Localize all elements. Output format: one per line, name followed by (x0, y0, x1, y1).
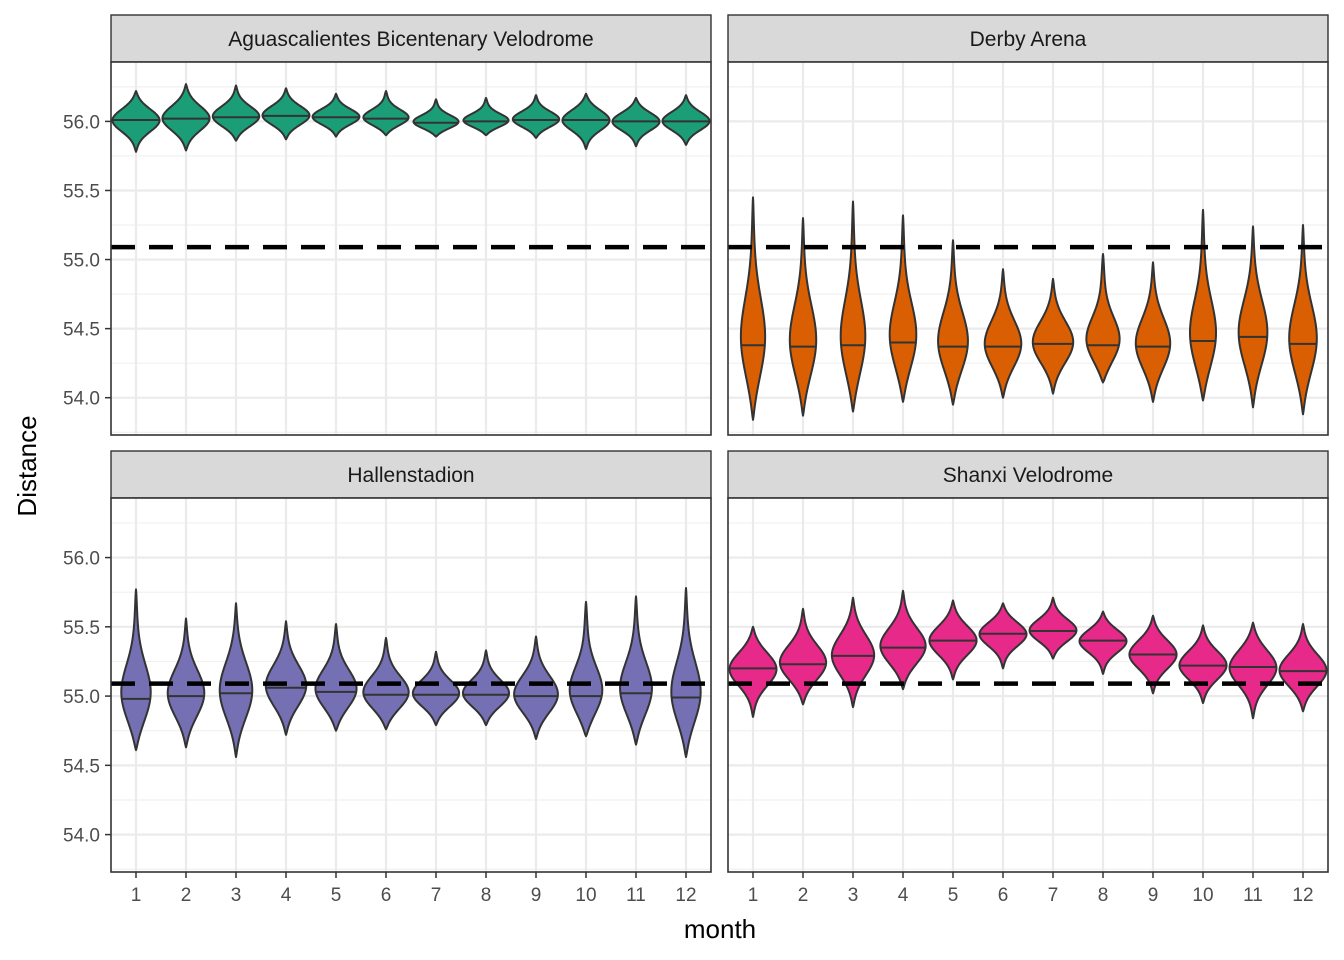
violin-8 (1085, 253, 1121, 384)
violin-11 (1237, 225, 1269, 409)
violin-6 (362, 90, 410, 137)
panel-border (110, 497, 712, 873)
y-tick-label: 54.0 (63, 826, 100, 847)
x-tick-label: 5 (948, 885, 959, 906)
y-tick-label: 55.0 (63, 251, 100, 272)
panel-border (727, 61, 1329, 436)
violin-12 (670, 587, 702, 759)
violin-3 (211, 84, 261, 142)
x-tick-label: 1 (748, 885, 759, 906)
facet-1: Aguascalientes Bicentenary Velodrome 54.0… (63, 14, 712, 436)
x-axis-title: month (684, 914, 756, 944)
violin-8 (461, 649, 511, 727)
violin-10 (1188, 208, 1218, 402)
x-tick-label: 8 (481, 885, 492, 906)
x-tick-label: 8 (1098, 885, 1109, 906)
facet-2: Derby Arena (727, 14, 1329, 436)
violin-10 (568, 600, 604, 738)
x-tick-label: 3 (231, 885, 242, 906)
violin-12 (1288, 224, 1318, 416)
violin-2 (778, 607, 828, 706)
facet-panels: Aguascalientes Bicentenary Velodrome 54.0… (63, 14, 1329, 906)
violin-5 (311, 92, 361, 138)
x-tick-label: 11 (1243, 885, 1263, 906)
y-tick-label: 55.5 (63, 181, 100, 202)
facet-strip (110, 14, 712, 63)
x-tick-label: 1 (131, 885, 142, 906)
violin-5 (314, 623, 358, 732)
facet-title: Aguascalientes Bicentenary Velodrome (228, 28, 593, 51)
x-tick-label: 6 (381, 885, 392, 906)
x-tick-label: 10 (1192, 885, 1213, 906)
violin-4 (879, 589, 927, 691)
violin-7 (1031, 277, 1075, 395)
violin-8 (462, 96, 510, 137)
x-tick-label: 4 (281, 885, 292, 906)
violin-1 (111, 90, 161, 153)
violin-4 (261, 87, 311, 141)
panel-border (727, 497, 1329, 873)
violin-3 (839, 200, 867, 413)
violin-7 (1028, 596, 1078, 660)
violin-4 (888, 214, 918, 403)
y-tick-label: 54.5 (63, 320, 100, 341)
violin-6 (983, 268, 1023, 399)
violin-2 (161, 83, 211, 152)
y-tick-label: 54.5 (63, 756, 100, 777)
x-tick-label: 9 (531, 885, 542, 906)
x-tick-label: 11 (626, 885, 646, 906)
violin-1 (120, 588, 152, 752)
x-tick-label: 2 (798, 885, 809, 906)
x-tick-label: 12 (1292, 885, 1313, 906)
facet-title: Derby Arena (970, 28, 1087, 51)
x-tick-label: 6 (998, 885, 1009, 906)
violin-5 (937, 239, 969, 406)
violin-8 (1078, 610, 1128, 675)
violin-4 (264, 620, 308, 736)
x-tick-label: 7 (431, 885, 442, 906)
violin-11 (619, 595, 653, 746)
x-tick-label: 12 (675, 885, 696, 906)
violin-7 (411, 650, 461, 727)
x-tick-label: 4 (898, 885, 909, 906)
panel-border (110, 61, 712, 436)
x-tick-label: 5 (331, 885, 342, 906)
violin-9 (513, 635, 559, 741)
x-tick-label: 7 (1048, 885, 1059, 906)
violin-10 (561, 92, 611, 151)
y-tick-label: 56.0 (63, 112, 100, 133)
x-tick-label: 10 (575, 885, 596, 906)
x-tick-label: 9 (1148, 885, 1159, 906)
y-tick-label: 56.0 (63, 549, 100, 570)
violin-9 (511, 94, 561, 139)
violin-7 (412, 98, 460, 138)
facet-title: Shanxi Velodrome (943, 464, 1113, 487)
violin-2 (166, 617, 206, 749)
violin-6 (978, 602, 1028, 670)
violin-3 (218, 602, 254, 759)
facet-title: Hallenstadion (347, 464, 474, 487)
violin-10 (1178, 624, 1228, 705)
violin-11 (1228, 621, 1278, 720)
violin-1 (728, 625, 778, 718)
facet-strip (727, 14, 1329, 63)
violin-12 (661, 94, 711, 146)
x-tick-label: 2 (181, 885, 192, 906)
violin-3 (830, 596, 876, 709)
y-tick-label: 55.5 (63, 618, 100, 639)
y-tick-label: 55.0 (63, 687, 100, 708)
y-axis-title: Distance (12, 415, 42, 516)
violin-9 (1134, 261, 1172, 403)
violin-2 (788, 217, 818, 417)
x-tick-label: 3 (848, 885, 859, 906)
y-tick-label: 54.0 (63, 389, 100, 410)
